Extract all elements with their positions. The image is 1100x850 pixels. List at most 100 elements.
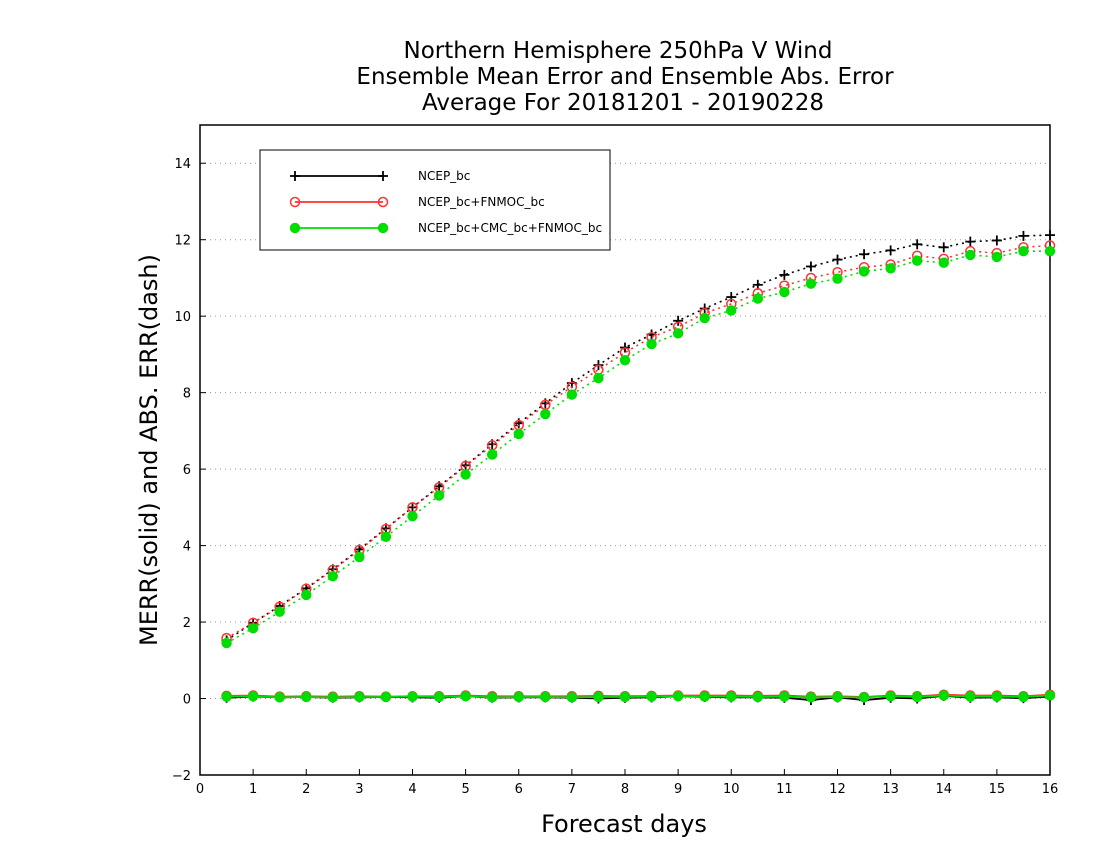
series-3-abs-point-16 bbox=[646, 338, 657, 350]
series-3-mean-point-13 bbox=[566, 692, 578, 703]
x-tick-label-16: 16 bbox=[1042, 782, 1059, 797]
x-tick-label-15: 15 bbox=[989, 782, 1006, 797]
legend: NCEP_bc NCEP_bc+FNMOC_bc NCEP_bc+CMC_bc+FN… bbox=[259, 149, 611, 251]
series-3-abs-point-14 bbox=[593, 372, 604, 384]
series-3-abs-point-21 bbox=[779, 286, 790, 298]
series-3-mean-point-19 bbox=[726, 691, 737, 702]
series-3-mean-point-9 bbox=[460, 691, 471, 702]
series-3-mean-point-10 bbox=[486, 692, 498, 703]
legend-item-1-label: NCEP_bc bbox=[418, 169, 470, 183]
y-tick-label-6: 6 bbox=[183, 463, 191, 478]
series-3-mean-point-29 bbox=[991, 691, 1003, 702]
series-1-abs-point-7 bbox=[407, 502, 418, 513]
y-axis-label: MERR(solid) and ABS. ERR(dash) bbox=[135, 254, 163, 646]
series-3-abs-point-15 bbox=[619, 354, 631, 366]
series-1-abs-point-30 bbox=[1018, 230, 1029, 241]
series-3-abs-point-20 bbox=[752, 293, 764, 304]
series-3-abs-point-28 bbox=[965, 249, 976, 261]
x-tick-label-9: 9 bbox=[674, 782, 682, 797]
series-3-mean-point-14 bbox=[593, 691, 604, 703]
series-3-mean-point-8 bbox=[433, 691, 445, 703]
series-3-mean-point-26 bbox=[911, 691, 923, 703]
legend-item-2-label: NCEP_bc+FNMOC_bc bbox=[418, 195, 545, 209]
series-3-mean-point-22 bbox=[805, 692, 817, 703]
series-3-mean-point-11 bbox=[513, 691, 524, 703]
series-3-abs-point-27 bbox=[938, 257, 949, 268]
series-3-mean-point-12 bbox=[540, 691, 551, 703]
series-3-abs-point-8 bbox=[433, 490, 445, 501]
series-3-abs-point-17 bbox=[672, 328, 684, 339]
y-tick-label-14: 14 bbox=[174, 157, 191, 172]
series-3-abs-point-25 bbox=[885, 263, 896, 274]
y-tick-label-10: 10 bbox=[174, 310, 191, 325]
series-3-mean-point-6 bbox=[380, 691, 392, 703]
series-3-mean-point-24 bbox=[858, 692, 870, 703]
series-1-abs-point-25 bbox=[885, 245, 896, 256]
series-3-mean-point-28 bbox=[965, 691, 976, 702]
series-1-abs-point-21 bbox=[779, 269, 790, 280]
series-1-abs-point-31 bbox=[1045, 230, 1055, 241]
series-3-abs-point-24 bbox=[858, 266, 870, 277]
series-3-mean-point-17 bbox=[672, 691, 684, 702]
x-tick-label-0: 0 bbox=[196, 782, 204, 797]
legend-item-2-marker-right bbox=[377, 196, 389, 208]
legend-item-1: NCEP_bc bbox=[290, 169, 470, 183]
series-3-mean-point-21 bbox=[779, 691, 790, 702]
title-line-1: Northern Hemisphere 250hPa V Wind bbox=[404, 38, 833, 64]
series-1-abs-point-19 bbox=[726, 292, 737, 303]
x-tick-label-1: 1 bbox=[249, 782, 257, 797]
series-3-mean-point-20 bbox=[752, 691, 764, 703]
series-3-abs-point-18 bbox=[699, 312, 710, 324]
y-tick-label-2: 2 bbox=[183, 616, 191, 631]
series-3-abs-point-26 bbox=[911, 255, 923, 266]
series-2 bbox=[221, 240, 1056, 703]
legend-item-3-label: NCEP_bc+CMC_bc+FNMOC_bc bbox=[418, 221, 602, 235]
series-3-mean-point-5 bbox=[354, 691, 365, 703]
series-3-abs-point-7 bbox=[407, 510, 418, 522]
series-3-abs-point-23 bbox=[832, 273, 843, 284]
legend-item-3-marker-right bbox=[377, 222, 389, 234]
y-tick-label-4: 4 bbox=[183, 540, 191, 555]
series-3-abs-point-10 bbox=[486, 449, 498, 460]
series-3-mean-point-30 bbox=[1018, 691, 1029, 703]
series-3-abs-point-6 bbox=[380, 531, 392, 542]
series-1-abs-point-26 bbox=[912, 239, 923, 250]
y-tick-label-0: 0 bbox=[183, 693, 191, 708]
series-2-abs-err-line bbox=[226, 244, 1051, 639]
series-3-abs-err-line bbox=[226, 250, 1050, 644]
x-tick-label-14: 14 bbox=[935, 782, 952, 797]
y-tick-label-8: 8 bbox=[183, 387, 191, 402]
series-layer bbox=[221, 230, 1056, 706]
legend-item-3: NCEP_bc+CMC_bc+FNMOC_bc bbox=[289, 221, 602, 235]
series-3-mean-point-2 bbox=[274, 692, 285, 703]
series-1-abs-err-line bbox=[226, 234, 1051, 642]
x-tick-label-4: 4 bbox=[408, 782, 416, 797]
series-3-abs-point-19 bbox=[726, 305, 737, 316]
series-3-mean-point-27 bbox=[938, 690, 949, 701]
series-3-mean-point-31 bbox=[1044, 690, 1056, 701]
series-3-abs-point-13 bbox=[566, 389, 578, 400]
series-3-abs-point-1 bbox=[247, 622, 259, 634]
series-3-mean-point-18 bbox=[699, 691, 710, 702]
series-3-abs-point-5 bbox=[354, 551, 365, 563]
series-3-abs-point-0 bbox=[221, 637, 232, 649]
series-3-mean-point-3 bbox=[301, 691, 312, 703]
y-tick-label-12: 12 bbox=[174, 234, 191, 249]
series-3-mean-point-23 bbox=[832, 691, 843, 703]
series-1-abs-point-24 bbox=[859, 249, 870, 260]
x-tick-label-6: 6 bbox=[515, 782, 523, 797]
y-tick-label--2: −2 bbox=[172, 769, 191, 784]
series-3-abs-point-29 bbox=[991, 251, 1003, 263]
legend-item-2: NCEP_bc+FNMOC_bc bbox=[289, 195, 545, 209]
series-1-abs-point-27 bbox=[938, 242, 949, 253]
legend-items: NCEP_bc NCEP_bc+FNMOC_bc NCEP_bc+CMC_bc+FN… bbox=[289, 169, 602, 235]
series-1-abs-point-29 bbox=[991, 235, 1002, 246]
x-tick-label-8: 8 bbox=[621, 782, 629, 797]
series-3-abs-point-12 bbox=[540, 408, 551, 420]
x-tick-label-13: 13 bbox=[882, 782, 899, 797]
series-3-mean-point-15 bbox=[619, 691, 631, 703]
x-tick-label-10: 10 bbox=[723, 782, 740, 797]
x-tick-label-7: 7 bbox=[568, 782, 576, 797]
